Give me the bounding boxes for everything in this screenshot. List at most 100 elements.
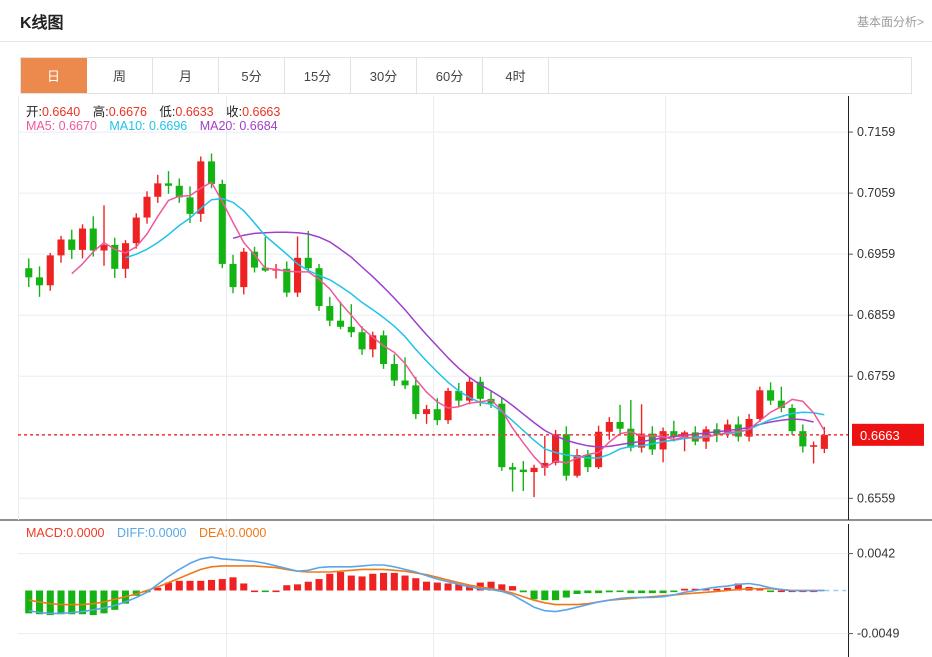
candle-body — [648, 433, 656, 450]
price-tick-label-0: 0.7159 — [857, 125, 895, 139]
current-price-tag — [852, 423, 924, 446]
macd-hist-bar — [777, 590, 785, 593]
candle-body — [498, 403, 506, 468]
page-title: K线图 — [20, 15, 64, 32]
macd-hist-bar — [659, 590, 667, 594]
tab-2[interactable]: 月 — [153, 58, 219, 93]
fundamental-analysis-link[interactable]: 基本面分析> — [856, 15, 924, 29]
ma10-value: 0.6696 — [149, 119, 188, 133]
candle-body — [466, 381, 474, 401]
dea-line — [28, 565, 825, 606]
candle-body — [68, 239, 76, 250]
candle-body — [111, 244, 119, 269]
macd-hist-bar — [390, 572, 398, 591]
macd-hist-bar — [584, 590, 592, 594]
candle-body — [509, 467, 517, 470]
candle-body — [229, 263, 237, 288]
open-label: 开: — [26, 105, 42, 119]
tab-5[interactable]: 30分 — [351, 58, 417, 93]
macd-hist-bar — [444, 583, 452, 591]
macd-hist-bar — [154, 587, 162, 591]
macd-label: MACD: — [26, 526, 67, 540]
candle-body — [121, 243, 130, 269]
price-tick-label-3: 0.6859 — [857, 308, 895, 322]
ma20-line — [232, 231, 814, 448]
candle-body — [46, 255, 54, 286]
macd-hist-bar — [186, 580, 194, 591]
tab-label: 60分 — [435, 69, 464, 84]
candle-body — [154, 183, 162, 197]
ma5-line — [71, 181, 825, 469]
macd-hist-bar — [336, 572, 345, 591]
tab-4[interactable]: 15分 — [285, 58, 351, 93]
macd-hist-bar — [519, 590, 527, 593]
candle-body — [638, 433, 646, 448]
macd-hist-bar — [724, 587, 732, 591]
kline-chart-svg[interactable]: 0.7159 0.7059 0.6959 0.6859 0.6759 0.6559 0.66… — [0, 96, 932, 657]
dea-label: DEA: — [198, 526, 229, 540]
candle-body — [207, 161, 216, 184]
macd-hist-bar — [691, 588, 699, 591]
candle-body — [573, 454, 581, 476]
macd-hist-bar — [197, 580, 205, 591]
candle-body — [433, 409, 441, 421]
ohlc-legend: 开:0.6640 高:0.6676 低:0.6633 收:0.6663 — [26, 101, 280, 120]
ma5-value: 0.6670 — [58, 119, 97, 133]
tab-3[interactable]: 5分 — [219, 58, 285, 93]
candle-body — [605, 422, 613, 432]
candle-body — [78, 228, 87, 250]
candle-body — [336, 320, 345, 327]
candle-body — [35, 277, 44, 286]
macd-tick-label-0: 0.0042 — [857, 547, 895, 561]
tab-0[interactable]: 日 — [21, 58, 87, 93]
macd-hist-bar — [788, 590, 796, 593]
candle-body — [100, 244, 108, 251]
candle-body — [25, 268, 33, 278]
high-value: 0.6676 — [108, 105, 147, 119]
candle-body — [584, 454, 592, 468]
macd-hist-bar — [326, 573, 334, 591]
tab-label: 30分 — [369, 69, 398, 84]
macd-hist-bar — [487, 581, 495, 591]
price-tick-label-1: 0.7059 — [857, 186, 895, 200]
candle-body — [756, 390, 764, 419]
candle-body — [250, 251, 259, 268]
low-value: 0.6633 — [175, 105, 214, 119]
candle-body — [519, 469, 527, 473]
tab-6[interactable]: 60分 — [417, 58, 483, 93]
dea-value: 0.0000 — [228, 526, 267, 540]
macd-hist-bar — [111, 590, 119, 610]
candle-body — [777, 400, 785, 408]
candle-body — [476, 381, 484, 399]
tab-7[interactable]: 4时 — [483, 58, 549, 93]
open-value: 0.6640 — [41, 105, 81, 119]
candle-body — [670, 431, 678, 437]
macd-hist-bar — [573, 590, 581, 595]
macd-hist-bar — [25, 590, 33, 614]
tab-label: 周 — [112, 69, 126, 84]
macd-hist-bar — [304, 581, 312, 591]
candle-body — [767, 390, 775, 401]
macd-hist-bar — [562, 590, 570, 598]
candle-body — [175, 185, 183, 198]
candle-body — [724, 424, 732, 435]
tab-label: 5分 — [241, 69, 262, 84]
macd-hist-bar — [347, 575, 355, 591]
tab-1[interactable]: 周 — [87, 58, 153, 93]
ma10-label: MA10: — [109, 119, 146, 133]
price-tick-label-2: 0.6959 — [857, 247, 895, 261]
macd-hist-bar — [509, 586, 517, 591]
macd-value: 0.0000 — [66, 526, 105, 540]
candle-body — [218, 183, 226, 264]
candle-body — [390, 364, 398, 381]
tab-label: 日 — [46, 69, 60, 84]
macd-hist-bar — [412, 578, 420, 591]
macd-hist-bar — [552, 590, 560, 601]
macd-hist-bar — [616, 590, 624, 593]
candle-body — [164, 183, 173, 186]
price-tick-label-4: 0.6759 — [857, 369, 895, 383]
macd-hist-bar — [756, 588, 764, 591]
macd-hist-bar — [433, 582, 441, 591]
candle-body — [810, 445, 818, 447]
candle-body — [57, 239, 65, 256]
